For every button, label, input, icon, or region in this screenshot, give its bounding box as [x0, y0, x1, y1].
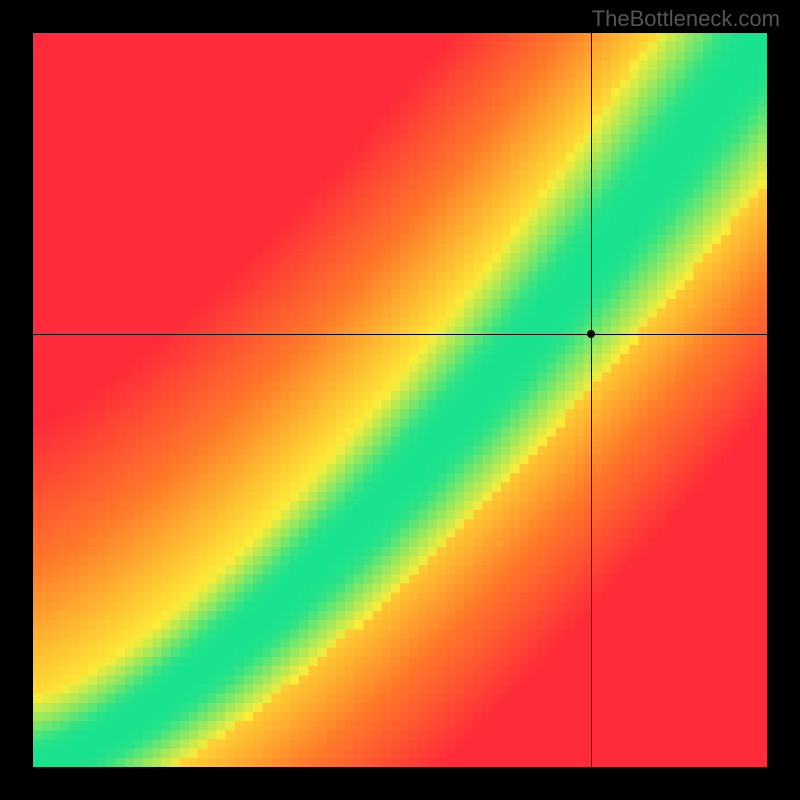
watermark-text: TheBottleneck.com: [592, 6, 780, 32]
crosshair-horizontal: [33, 334, 767, 335]
selection-marker: [587, 330, 595, 338]
bottleneck-heatmap: [33, 33, 767, 767]
crosshair-vertical: [591, 33, 592, 767]
plot-area: [33, 33, 767, 767]
